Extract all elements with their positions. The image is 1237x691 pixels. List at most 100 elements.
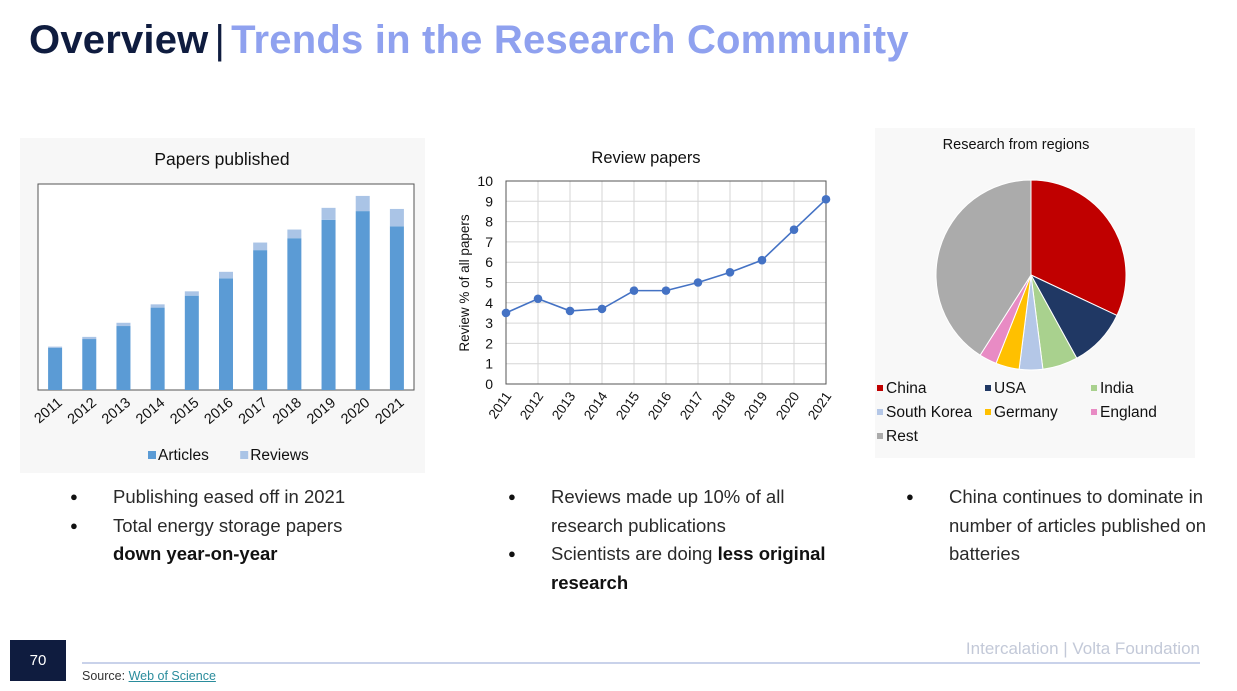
legend-label-articles: Articles xyxy=(158,447,209,464)
bullet-text: Total energy storage papers xyxy=(113,514,343,536)
papers-published-chart: Papers published 2011 2012 2013 2014 2015 201… xyxy=(20,138,425,473)
footer-divider xyxy=(82,662,1200,664)
data-point-2018 xyxy=(725,268,735,277)
brand-label: Intercalation | Volta Foundation xyxy=(965,639,1200,658)
x-tick-label: 2016 xyxy=(645,389,675,422)
bullet-item: Total energy storage papers down year-on-… xyxy=(70,512,430,569)
y-tick-label: 0 xyxy=(485,376,493,392)
bar-reviews-2012 xyxy=(82,336,97,340)
bar-reviews-2018 xyxy=(287,229,302,239)
bar-reviews-2011 xyxy=(48,346,63,348)
bar-reviews-2021 xyxy=(389,208,404,227)
legend-label-india: India xyxy=(1100,380,1134,397)
x-tick-label: 2014 xyxy=(133,395,168,428)
bullet-bold-text: down year-on-year xyxy=(113,543,278,564)
title-separator: | xyxy=(214,18,226,62)
bar-reviews-2019 xyxy=(321,207,336,220)
review-papers-chart: Review papers Review % of all papers 0 1 2… xyxy=(457,149,835,422)
data-point-2019 xyxy=(757,255,767,265)
x-tick-label: 2013 xyxy=(549,389,579,422)
x-tick-label: 2018 xyxy=(270,395,305,428)
legend-swatch-articles xyxy=(148,451,156,459)
x-tick-label: 2012 xyxy=(65,395,100,428)
bullet-text: Publishing eased off in 2021 xyxy=(113,486,346,507)
x-tick-label: 2015 xyxy=(167,395,202,428)
data-point-2014 xyxy=(597,304,607,314)
data-point-2011 xyxy=(501,308,511,318)
y-tick-label: 3 xyxy=(485,315,493,331)
bullet-item: Publishing eased off in 2021 xyxy=(70,483,430,512)
bar-articles-2020 xyxy=(355,211,370,390)
research-regions-chart: Research from regions China USA India South… xyxy=(875,128,1195,458)
bar-articles-2014 xyxy=(150,307,165,390)
review-papers-title: Review papers xyxy=(591,149,700,167)
bullet-item: Scientists are doing less original resea… xyxy=(508,540,828,597)
legend-swatch-reviews xyxy=(240,451,249,459)
x-tick-label: 2020 xyxy=(773,389,803,422)
y-tick-label: 9 xyxy=(485,193,493,209)
bar-articles-2019 xyxy=(321,219,336,390)
bar-articles-2018 xyxy=(287,238,302,390)
bar-articles-2016 xyxy=(219,278,233,390)
bar-reviews-2016 xyxy=(219,271,233,279)
legend-swatch-germany xyxy=(985,409,991,415)
legend-label-rest: Rest xyxy=(886,428,919,445)
x-tick-label: 2017 xyxy=(236,395,271,428)
bullet-text: Scientists are doing xyxy=(551,543,713,564)
data-point-2015 xyxy=(629,286,639,295)
source-note: Source: Web of Science xyxy=(82,669,216,683)
bullets-column-2: Reviews made up 10% of all research publ… xyxy=(508,483,828,597)
bar-reviews-2020 xyxy=(355,195,370,212)
bar-articles-2013 xyxy=(116,326,131,390)
x-tick-label: 2021 xyxy=(372,395,407,428)
bullet-text: Reviews made up 10% of all research publ… xyxy=(551,486,785,536)
bar-reviews-2015 xyxy=(184,291,199,296)
bar-articles-2011 xyxy=(48,347,63,390)
source-label: Source: xyxy=(82,669,126,683)
x-tick-label: 2020 xyxy=(338,395,373,428)
bar-articles-2012 xyxy=(82,339,97,390)
data-point-2016 xyxy=(661,286,671,295)
data-point-2021 xyxy=(821,194,831,204)
x-tick-label: 2021 xyxy=(805,389,835,422)
research-regions-title: Research from regions xyxy=(943,137,1090,153)
legend-label-south-korea: South Korea xyxy=(886,404,973,421)
data-point-2013 xyxy=(565,306,575,316)
bullet-item: China continues to dominate in number of… xyxy=(906,483,1226,569)
bar-reviews-2014 xyxy=(150,304,165,308)
review-plot-area xyxy=(505,180,827,385)
source-link[interactable]: Web of Science xyxy=(128,669,216,683)
bullet-item: Reviews made up 10% of all research publ… xyxy=(508,483,828,540)
x-tick-label: 2013 xyxy=(99,395,134,428)
bullet-text: China continues to dominate in number of… xyxy=(949,486,1207,564)
legend-swatch-rest xyxy=(877,433,883,439)
pie-slice-china xyxy=(1030,179,1127,317)
papers-published-title: Papers published xyxy=(154,149,289,169)
x-tick-label: 2016 xyxy=(202,395,237,428)
y-tick-label: 4 xyxy=(485,295,493,311)
legend-label-england: England xyxy=(1100,404,1157,421)
title-subtitle: Trends in the Research Community xyxy=(231,18,909,62)
pie-slice-rest xyxy=(935,179,1032,356)
legend-swatch-england xyxy=(1091,409,1097,415)
x-tick-label: 2017 xyxy=(677,389,707,422)
x-tick-label: 2011 xyxy=(486,389,515,421)
bar-reviews-2013 xyxy=(116,322,131,327)
x-tick-label: 2018 xyxy=(709,389,739,422)
bullets-column-3: China continues to dominate in number of… xyxy=(906,483,1226,569)
x-tick-label: 2015 xyxy=(613,389,643,422)
legend-swatch-south-korea xyxy=(877,409,883,415)
legend-swatch-china xyxy=(877,385,883,391)
legend-swatch-india xyxy=(1091,385,1097,391)
y-tick-label: 8 xyxy=(485,214,493,230)
bar-articles-2021 xyxy=(389,226,404,390)
y-tick-label: 6 xyxy=(485,254,493,270)
y-tick-label: 2 xyxy=(485,335,493,351)
review-papers-ylabel: Review % of all papers xyxy=(457,214,472,352)
legend-label-germany: Germany xyxy=(994,404,1058,421)
title-main: Overview xyxy=(29,18,209,62)
bullet-bold-text: less original research xyxy=(551,543,826,593)
data-point-2017 xyxy=(693,278,703,287)
x-tick-label: 2019 xyxy=(741,389,771,422)
page-title: Overview | Trends in the Research Communit… xyxy=(29,18,909,63)
